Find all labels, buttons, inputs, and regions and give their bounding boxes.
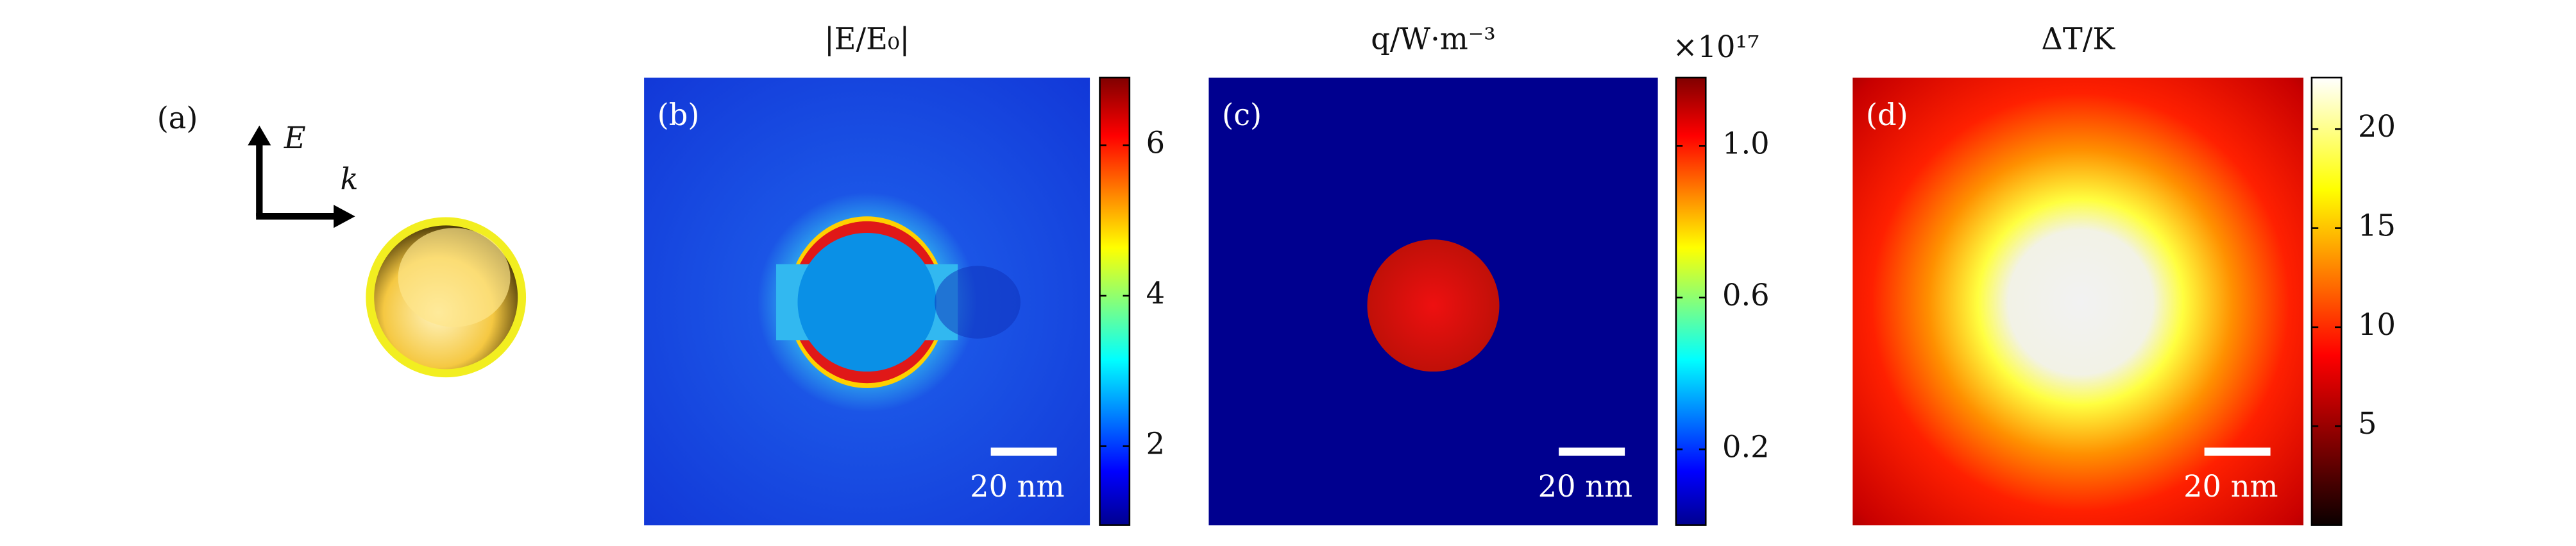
scale-bar <box>990 447 1057 456</box>
panel-label: (b) <box>657 98 700 132</box>
scale-bar-label: 20 nm <box>2183 469 2278 504</box>
panel-title: ΔT/K <box>2041 21 2115 56</box>
wave-label: k <box>340 162 358 196</box>
field-label: E <box>284 121 306 155</box>
multiplier: ×10¹⁷ <box>1673 30 1759 64</box>
field-arrowhead <box>248 125 271 146</box>
temperature-map <box>1852 77 2304 525</box>
colorbar-tick-label: 2 <box>1146 426 1165 461</box>
colorbar-tick-label: 10 <box>2358 307 2396 342</box>
wave-arrowhead <box>334 205 355 228</box>
colorbar-tick-label: 0.2 <box>1722 429 1770 464</box>
panel-title: q/W·m⁻³ <box>1371 21 1496 56</box>
colorbar-tick-label: 20 <box>2358 109 2396 144</box>
colorbar <box>2310 76 2343 526</box>
particle-region <box>797 232 936 372</box>
scale-bar-label: 20 nm <box>970 469 1064 504</box>
shadow <box>935 266 1021 339</box>
panel-title: |E/E₀| <box>824 21 910 56</box>
panel-label: (c) <box>1222 98 1262 132</box>
particle-region <box>1367 239 1500 372</box>
colorbar-tick-label: 4 <box>1146 276 1165 311</box>
colorbar-tick-label: 5 <box>2358 406 2377 441</box>
scale-bar <box>1559 447 1625 456</box>
colorbar <box>1099 76 1131 526</box>
panel-label: (d) <box>1866 98 1908 132</box>
scale-bar-label: 20 nm <box>1538 469 1632 504</box>
scale-bar <box>2204 447 2271 456</box>
panel-label: (a) <box>157 101 198 135</box>
colorbar <box>1675 76 1707 526</box>
colorbar-tick-label: 1.0 <box>1722 126 1770 160</box>
colorbar-tick-label: 0.6 <box>1722 278 1770 312</box>
colorbar-tick-label: 15 <box>2358 209 2396 243</box>
colorbar-tick-label: 6 <box>1146 125 1165 160</box>
highlight <box>398 228 511 327</box>
